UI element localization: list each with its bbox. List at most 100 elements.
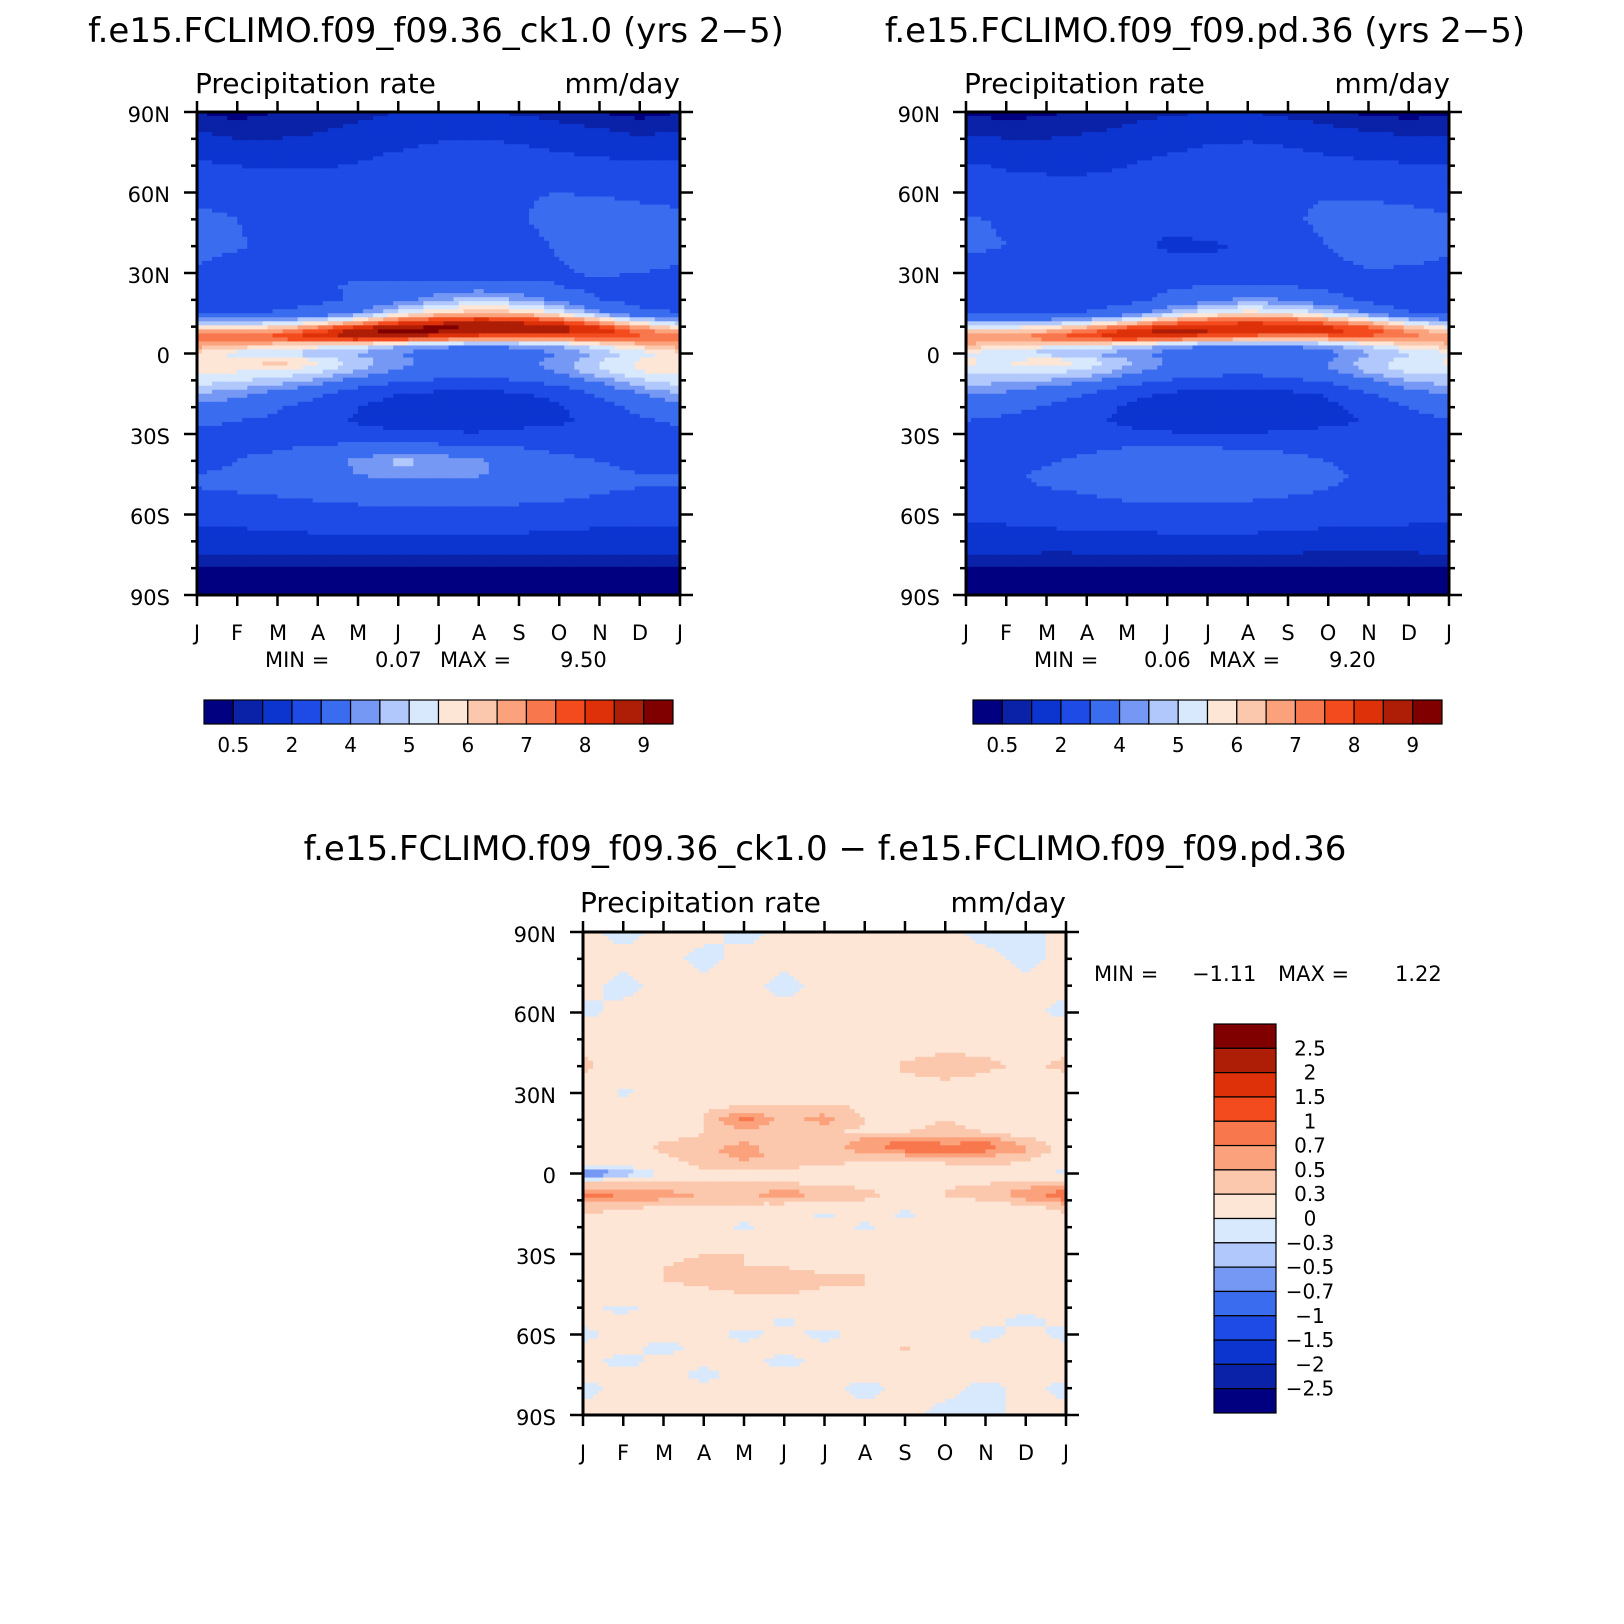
heatmap-cell (352, 196, 359, 202)
heatmap-cell (393, 148, 399, 153)
heatmap-cell (393, 180, 399, 186)
heatmap-cell (202, 409, 208, 415)
heatmap-cell (373, 188, 379, 194)
heatmap-cell (363, 120, 369, 125)
heatmap-cell (282, 401, 289, 407)
heatmap-cell (257, 289, 264, 294)
heatmap-cell (312, 361, 319, 367)
heatmap-cell (347, 268, 354, 274)
heatmap-cell (222, 337, 228, 343)
heatmap-cell (292, 442, 299, 447)
heatmap-cell (267, 132, 274, 137)
heatmap-cell (247, 550, 253, 556)
heatmap-cell (277, 144, 284, 149)
heatmap-cell (222, 136, 228, 141)
heatmap-cell (373, 397, 379, 403)
heatmap-cell (393, 409, 399, 415)
heatmap-cell (217, 446, 223, 451)
heatmap-cell (347, 309, 354, 314)
heatmap-cell (257, 506, 264, 512)
heatmap-cell (383, 486, 389, 491)
heatmap-cell (272, 281, 279, 286)
heatmap-cell (363, 160, 369, 165)
heatmap-cell (227, 474, 233, 479)
heatmap-cell (388, 526, 394, 532)
heatmap-cell (207, 381, 213, 387)
heatmap-cell (292, 208, 299, 214)
heatmap-cell (227, 446, 233, 451)
heatmap-cell (212, 236, 218, 242)
heatmap-cell (358, 550, 364, 556)
heatmap-cell (252, 409, 258, 415)
heatmap-cell (363, 208, 369, 214)
heatmap-cell (202, 538, 208, 544)
heatmap-cell (307, 357, 314, 363)
heatmap-cell (237, 530, 243, 536)
heatmap-cell (197, 450, 203, 455)
heatmap-cell (222, 273, 228, 278)
heatmap-cell (237, 566, 243, 572)
heatmap-cell (282, 156, 289, 161)
heatmap-cell (207, 450, 213, 455)
heatmap-cell (398, 204, 404, 210)
heatmap-cell (312, 281, 319, 286)
heatmap-cell (282, 550, 289, 556)
heatmap-cell (212, 301, 218, 306)
heatmap-cell (227, 148, 233, 153)
heatmap-cell (272, 510, 279, 516)
heatmap-cell (297, 373, 304, 379)
heatmap-cell (327, 309, 334, 314)
heatmap-cell (332, 256, 339, 262)
heatmap-cell (363, 389, 369, 395)
heatmap-cell (388, 325, 394, 330)
heatmap-cell (217, 285, 223, 290)
heatmap-cell (317, 558, 324, 564)
heatmap-cell (267, 120, 274, 125)
heatmap-cell (287, 268, 294, 274)
heatmap-cell (363, 236, 369, 242)
heatmap-cell (347, 429, 354, 435)
heatmap-cell (272, 562, 279, 568)
heatmap-cell (378, 490, 384, 495)
heatmap-cell (257, 204, 264, 210)
heatmap-cell (257, 369, 264, 375)
heatmap-cell (267, 530, 274, 536)
heatmap-cell (307, 425, 314, 431)
heatmap-cell (388, 393, 394, 399)
heatmap-cell (307, 212, 314, 218)
heatmap-cell (282, 369, 289, 375)
heatmap-cell (317, 212, 324, 218)
heatmap-cell (297, 248, 304, 254)
heatmap-cell (398, 389, 404, 395)
heatmap-cell (378, 148, 384, 153)
heatmap-cell (352, 160, 359, 165)
heatmap-cell (197, 397, 203, 403)
heatmap-cell (302, 369, 309, 375)
heatmap-cell (277, 248, 284, 254)
heatmap-cell (373, 522, 379, 528)
heatmap-cell (302, 305, 309, 310)
heatmap-cell (277, 184, 284, 190)
heatmap-cell (307, 421, 314, 427)
heatmap-cell (302, 128, 309, 133)
heatmap-cell (297, 526, 304, 532)
heatmap-cell (207, 357, 213, 363)
heatmap-cell (217, 590, 223, 596)
heatmap-cell (327, 510, 334, 516)
heatmap-cell (378, 140, 384, 145)
heatmap-cell (317, 518, 324, 524)
heatmap-cell (403, 172, 409, 178)
heatmap-cell (352, 128, 359, 133)
heatmap-cell (322, 542, 329, 548)
heatmap-cell (297, 313, 304, 318)
heatmap-cell (332, 309, 339, 314)
heatmap-cell (317, 240, 324, 246)
heatmap-cell (327, 558, 334, 564)
heatmap-cell (342, 325, 349, 330)
heatmap-cell (257, 522, 264, 528)
heatmap-cell (363, 220, 369, 226)
heatmap-cell (217, 144, 223, 149)
heatmap-cell (393, 462, 399, 467)
heatmap-cell (312, 268, 319, 274)
heatmap-cell (297, 132, 304, 137)
